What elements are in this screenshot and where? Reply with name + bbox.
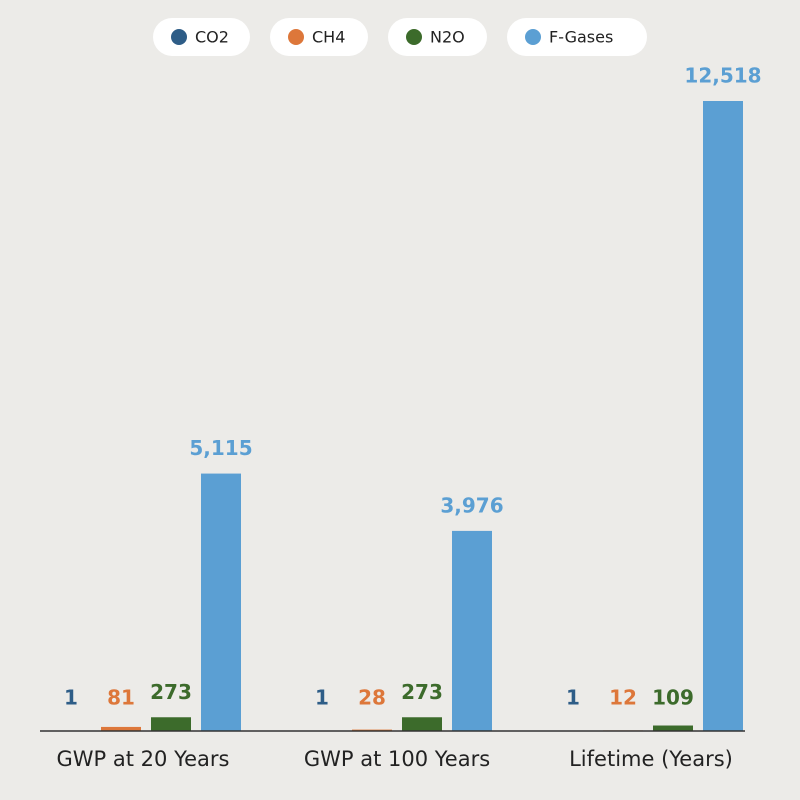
data-label: 273 — [150, 680, 192, 704]
legend-swatch — [406, 29, 422, 45]
bar — [703, 101, 743, 731]
legend-item: CO2 — [153, 18, 250, 56]
legend-swatch — [525, 29, 541, 45]
data-label: 28 — [358, 686, 386, 710]
legend-item: CH4 — [270, 18, 368, 56]
bar — [653, 725, 693, 731]
data-label: 1 — [566, 686, 580, 710]
legend-swatch — [171, 29, 187, 45]
data-label: 273 — [401, 680, 443, 704]
bar — [201, 473, 241, 731]
legend-item: N2O — [388, 18, 487, 56]
bar — [101, 726, 141, 731]
bar — [452, 530, 492, 731]
bar — [151, 717, 191, 731]
data-label: 12 — [609, 686, 637, 710]
legend-pill — [153, 18, 250, 56]
legend-label: CO2 — [195, 28, 229, 47]
legend-pill — [507, 18, 647, 56]
data-label: 1 — [64, 686, 78, 710]
legend-pill — [270, 18, 368, 56]
legend-label: F-Gases — [549, 28, 613, 47]
data-label: 1 — [315, 686, 329, 710]
data-label: 12,518 — [684, 64, 761, 88]
legend-label: CH4 — [312, 28, 345, 47]
x-tick-label: GWP at 20 Years — [57, 747, 230, 771]
legend-item: F-Gases — [507, 18, 647, 56]
x-tick-label: Lifetime (Years) — [569, 747, 733, 771]
bar — [402, 717, 442, 731]
legend-label: N2O — [430, 28, 465, 47]
legend-swatch — [288, 29, 304, 45]
data-label: 3,976 — [440, 493, 503, 517]
data-label: 109 — [652, 686, 694, 710]
data-label: 81 — [107, 686, 135, 710]
data-label: 5,115 — [189, 436, 252, 460]
x-tick-label: GWP at 100 Years — [304, 747, 490, 771]
legend-pill — [388, 18, 487, 56]
